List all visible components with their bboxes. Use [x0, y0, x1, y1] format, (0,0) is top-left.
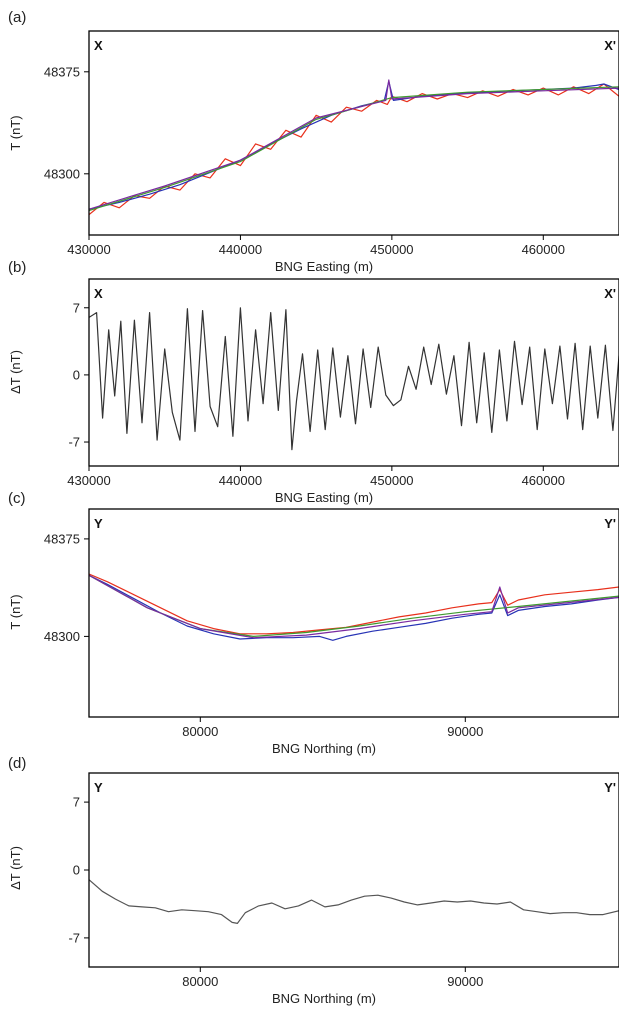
profile-start-marker: X: [94, 38, 103, 53]
x-tick-label: 90000: [447, 974, 483, 989]
series-line-1: [89, 879, 619, 925]
series-line-2: [89, 574, 619, 641]
profile-end-marker: Y': [604, 780, 616, 795]
y-tick-label: 48300: [44, 166, 80, 181]
chart-panel-4: 80000 90000 7 0 -7 BNG Northing (m) ΔT (nT) (d)…: [8, 755, 619, 1006]
x-tick-label: 450000: [370, 473, 413, 488]
y-tick-label: -7: [68, 930, 80, 945]
profile-start-marker: Y: [94, 516, 103, 531]
y-tick-label: 48375: [44, 64, 80, 79]
y-tick-label: -7: [68, 435, 80, 450]
x-tick-label: 460000: [522, 473, 565, 488]
series-line-1: [89, 573, 619, 635]
x-axis-label: BNG Northing (m): [272, 741, 376, 756]
y-tick-label: 48375: [44, 531, 80, 546]
chart-panel-1: 430000 440000 450000 460000 48300 48375 BNG Ea…: [8, 9, 619, 274]
y-axis-label: T (nT): [8, 594, 23, 629]
y-tick-label: 48300: [44, 629, 80, 644]
y-tick-label: 0: [73, 367, 80, 382]
x-tick-label: 430000: [67, 242, 110, 257]
x-tick-label: 440000: [219, 473, 262, 488]
x-tick-label: 430000: [67, 473, 110, 488]
y-axis-label: ΔT (nT): [8, 350, 23, 394]
profile-start-marker: Y: [94, 780, 103, 795]
x-axis-label: BNG Easting (m): [275, 490, 373, 505]
plot-frame: [88, 772, 619, 968]
series-line-1: [89, 83, 619, 216]
series-line-4: [89, 79, 619, 210]
chart-panel-3: 80000 90000 48300 48375 BNG Northing (m) T (n…: [8, 490, 619, 756]
x-tick-label: 460000: [522, 242, 565, 257]
y-axis-label: T (nT): [8, 115, 23, 150]
plot-frame: [88, 508, 619, 718]
series-line-3: [89, 86, 619, 212]
chart-panel-2: 430000 440000 450000 460000 7 0 -7 BNG Easting …: [8, 259, 619, 505]
profile-end-marker: X': [604, 38, 616, 53]
plot-frame: [88, 278, 619, 467]
panel-label: (a): [8, 9, 26, 26]
panel-label: (b): [8, 259, 26, 276]
profile-end-marker: X': [604, 286, 616, 301]
x-tick-label: 80000: [182, 974, 218, 989]
y-tick-label: 7: [73, 300, 80, 315]
series-line-4: [89, 574, 619, 639]
x-tick-label: 440000: [219, 242, 262, 257]
profile-start-marker: X: [94, 286, 103, 301]
panel-label: (c): [8, 490, 26, 507]
plot-frame: [88, 30, 619, 236]
y-tick-label: 0: [73, 863, 80, 878]
x-tick-label: 450000: [370, 242, 413, 257]
y-tick-label: 7: [73, 795, 80, 810]
series-line-2: [89, 80, 619, 210]
series-line-1: [89, 307, 619, 451]
x-tick-label: 80000: [182, 724, 218, 739]
x-axis-label: BNG Easting (m): [275, 259, 373, 274]
y-axis-label: ΔT (nT): [8, 846, 23, 890]
x-tick-label: 90000: [447, 724, 483, 739]
profile-end-marker: Y': [604, 516, 616, 531]
x-axis-label: BNG Northing (m): [272, 991, 376, 1006]
panel-label: (d): [8, 755, 26, 772]
